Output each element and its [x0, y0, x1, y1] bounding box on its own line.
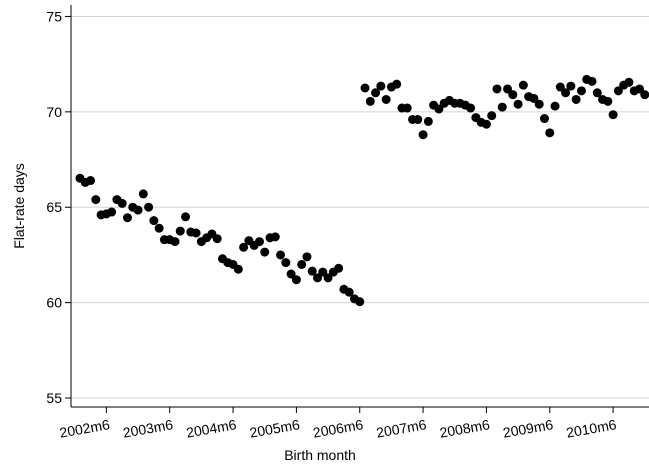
- point: [107, 207, 117, 217]
- point: [365, 96, 375, 106]
- point: [175, 226, 185, 236]
- point: [566, 81, 576, 91]
- point: [550, 101, 560, 111]
- point: [360, 83, 370, 93]
- y-tick-label: 70: [46, 104, 62, 120]
- x-tick-label: 2006m6: [312, 416, 365, 441]
- x-tick-label: 2004m6: [185, 416, 238, 441]
- point: [344, 287, 354, 297]
- point: [122, 213, 132, 223]
- point: [634, 84, 644, 94]
- point: [144, 202, 154, 212]
- point: [545, 128, 555, 138]
- point: [371, 88, 381, 98]
- point: [608, 110, 618, 120]
- point: [355, 297, 365, 307]
- point: [376, 81, 386, 91]
- point: [181, 212, 191, 222]
- point: [561, 88, 571, 98]
- point: [91, 195, 101, 205]
- point: [323, 273, 333, 283]
- point: [291, 275, 301, 285]
- point: [592, 88, 602, 98]
- point: [571, 94, 581, 104]
- point: [381, 94, 391, 104]
- point: [418, 130, 428, 140]
- point: [334, 263, 344, 273]
- point: [555, 82, 565, 92]
- point: [117, 198, 127, 208]
- point: [466, 103, 476, 113]
- y-tick-label: 60: [46, 295, 62, 311]
- point: [297, 259, 307, 269]
- point: [133, 205, 143, 215]
- point: [487, 111, 497, 121]
- point: [529, 93, 539, 103]
- point: [492, 84, 502, 94]
- point: [624, 77, 634, 87]
- point: [281, 258, 291, 268]
- point: [503, 84, 513, 94]
- x-tick-label: 2003m6: [122, 416, 175, 441]
- point: [191, 228, 201, 238]
- x-tick-label: 2007m6: [375, 416, 428, 441]
- point: [539, 114, 549, 124]
- y-tick-label: 65: [46, 199, 62, 215]
- x-tick-label: 2010m6: [565, 416, 618, 441]
- point: [313, 273, 323, 283]
- point: [392, 79, 402, 89]
- x-tick-label: 2005m6: [248, 416, 301, 441]
- point: [307, 266, 317, 276]
- point: [286, 269, 296, 279]
- point: [603, 96, 613, 106]
- point: [534, 99, 544, 109]
- point: [434, 104, 444, 114]
- point: [212, 234, 222, 244]
- point: [239, 242, 249, 252]
- point: [86, 176, 96, 186]
- point: [513, 99, 523, 109]
- point: [423, 116, 433, 126]
- point: [402, 103, 412, 113]
- point: [170, 237, 180, 247]
- point: [138, 189, 148, 199]
- point: [576, 86, 586, 96]
- y-tick-label: 55: [46, 390, 62, 406]
- y-axis-title: Flat-rate days: [11, 163, 27, 249]
- point: [613, 86, 623, 96]
- point: [154, 223, 164, 233]
- point: [302, 252, 312, 262]
- point: [518, 80, 528, 90]
- point: [276, 250, 286, 260]
- x-tick-label: 2008m6: [438, 416, 491, 441]
- point: [640, 90, 649, 100]
- x-tick-label: 2002m6: [58, 416, 111, 441]
- point: [149, 216, 159, 226]
- point: [497, 102, 507, 112]
- x-tick-label: 2009m6: [502, 416, 555, 441]
- point: [508, 90, 518, 100]
- y-tick-label: 75: [46, 8, 62, 24]
- point: [481, 119, 491, 129]
- point: [587, 76, 597, 86]
- point: [254, 237, 264, 247]
- point: [233, 264, 243, 274]
- point: [270, 232, 280, 242]
- point: [260, 247, 270, 257]
- point: [413, 114, 423, 124]
- x-axis-title: Birth month: [284, 447, 356, 463]
- point: [318, 267, 328, 277]
